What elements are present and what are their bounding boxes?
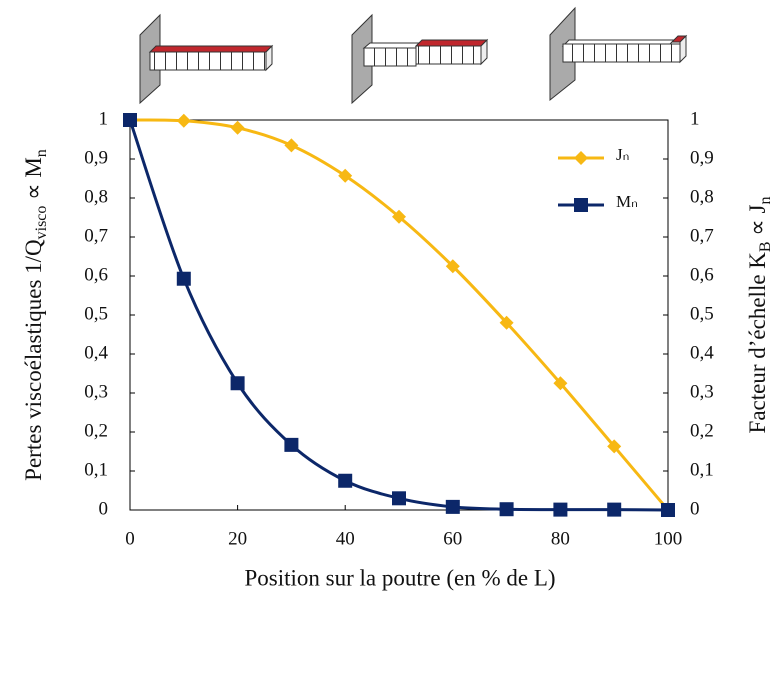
- data-point: [607, 502, 622, 517]
- y2-tick-label: 0,7: [690, 225, 714, 246]
- y-axis-label-part: ∝ M: [21, 157, 46, 205]
- y-tick-label: 0,4: [84, 342, 108, 363]
- x-tick-label: 80: [551, 528, 570, 549]
- data-point: [230, 120, 245, 135]
- beam-illustrations: [139, 6, 688, 105]
- x-tick-label: 20: [228, 528, 247, 549]
- y2-tick-label: 0,6: [690, 264, 714, 285]
- data-point: [553, 376, 568, 391]
- y-tick-label: 0,7: [84, 225, 108, 246]
- x-tick-label: 40: [336, 528, 355, 549]
- y2-axis-label-part: ∝ J: [745, 204, 770, 241]
- y-tick-label: 0,9: [84, 147, 108, 168]
- plot-frame: [129, 119, 669, 511]
- data-point: [445, 499, 460, 514]
- y2-tick-label: 0,2: [690, 420, 714, 441]
- x-tick-label: 60: [443, 528, 462, 549]
- y-tick-label: 0,1: [84, 459, 108, 480]
- data-point: [284, 138, 299, 153]
- y2-tick-label: 0,3: [690, 381, 714, 402]
- y-axis-label: Pertes viscoélastiques 1/Qvisco ∝ Mn: [21, 149, 49, 481]
- legend-label: Mₙ: [616, 192, 638, 211]
- y-tick-label: 0: [99, 498, 109, 519]
- y-axis-label-sub: n: [33, 149, 50, 157]
- legend-label: Jₙ: [616, 145, 629, 164]
- y2-tick-label: 0: [690, 498, 700, 519]
- y2-tick-label: 0,5: [690, 303, 714, 324]
- y-tick-label: 0,6: [84, 264, 108, 285]
- y2-axis-label-sub: B: [757, 241, 774, 252]
- data-point: [176, 271, 191, 286]
- y2-axis-label-part: Facteur d’échelle K: [745, 252, 770, 434]
- data-point: [284, 437, 299, 452]
- x-tick-label: 0: [125, 528, 135, 549]
- y-axis-label-part: Pertes viscoélastiques 1/Q: [21, 239, 46, 481]
- y-tick-label: 0,8: [84, 186, 108, 207]
- data-point: [392, 491, 406, 506]
- y-tick-label: 0,5: [84, 303, 108, 324]
- data-point: [553, 502, 568, 517]
- y2-tick-label: 1: [690, 108, 700, 129]
- data-point: [499, 502, 514, 517]
- data-point: [338, 473, 353, 488]
- x-axis-label: Position sur la poutre (en % de L): [244, 565, 555, 590]
- data-point: [230, 376, 245, 391]
- y-tick-label: 0,2: [84, 420, 108, 441]
- y2-tick-label: 0,4: [690, 342, 714, 363]
- y2-tick-label: 0,8: [690, 186, 714, 207]
- x-tick-label: 100: [654, 528, 683, 549]
- data-point: [445, 259, 460, 274]
- data-point: [176, 113, 191, 128]
- data-point: [499, 315, 514, 330]
- y-axis-label-sub: visco: [33, 206, 50, 240]
- y-tick-label: 1: [99, 108, 109, 129]
- y2-axis-label: Facteur d’échelle KB ∝ Jn: [745, 197, 773, 434]
- data-point: [661, 503, 675, 517]
- series-line: [128, 119, 669, 512]
- y2-axis-label-sub: n: [757, 197, 774, 205]
- y2-tick-label: 0,9: [690, 147, 714, 168]
- data-point: [123, 113, 137, 127]
- data-point: [392, 209, 406, 224]
- y-tick-label: 0,3: [84, 381, 108, 402]
- data-point: [338, 168, 353, 183]
- legend-marker: [574, 198, 588, 212]
- y2-tick-label: 0,1: [690, 459, 714, 480]
- data-point: [607, 439, 622, 454]
- series-line: [129, 118, 670, 511]
- legend-marker: [574, 151, 588, 165]
